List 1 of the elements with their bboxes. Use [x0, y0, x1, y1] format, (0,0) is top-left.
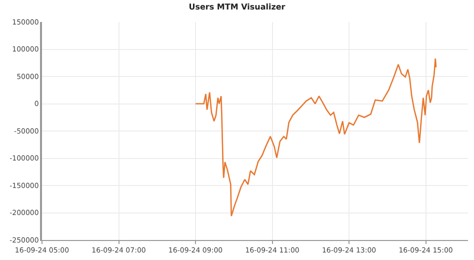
chart-title: Users MTM Visualizer — [188, 2, 286, 12]
